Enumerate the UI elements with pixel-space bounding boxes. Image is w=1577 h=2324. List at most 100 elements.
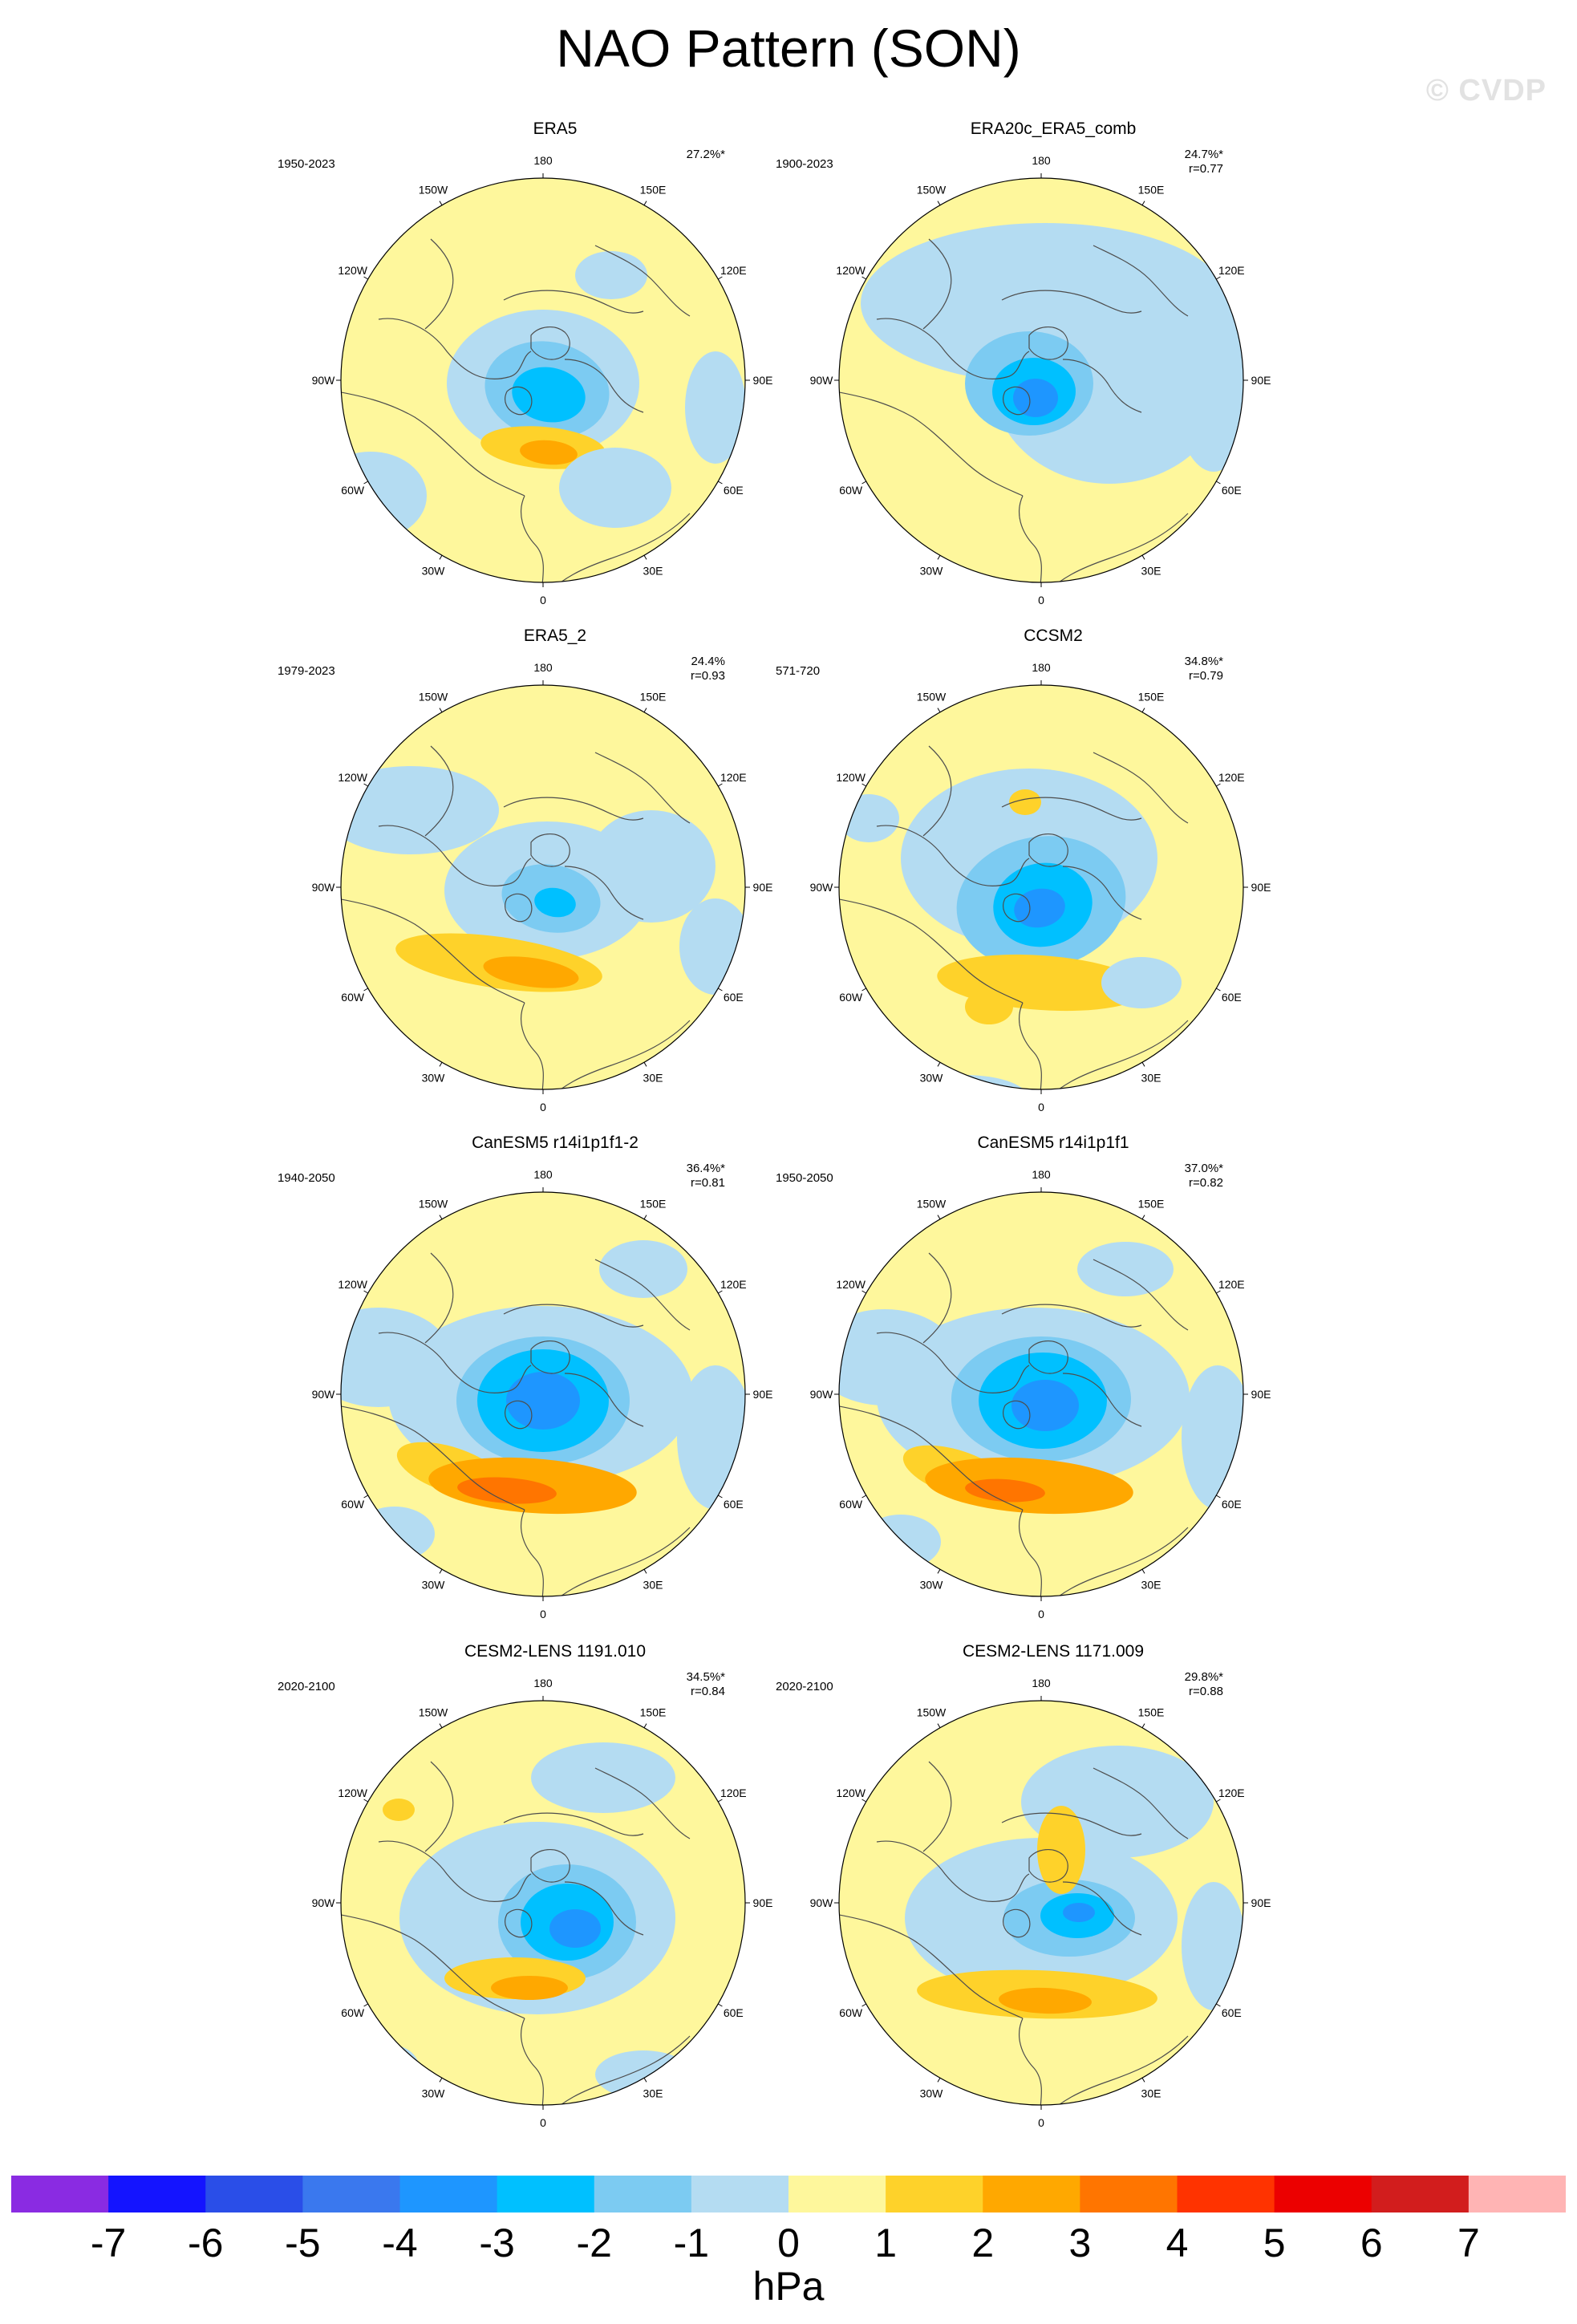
colorbar-swatch	[1371, 2176, 1470, 2212]
anomaly-contour	[839, 794, 899, 842]
coastline	[564, 359, 644, 413]
longitude-label: 60E	[1222, 484, 1242, 497]
longitude-label: 60W	[341, 2006, 365, 2019]
coastline	[1003, 1400, 1031, 1430]
longitude-label: 150E	[640, 1706, 667, 1719]
coastline	[521, 2018, 544, 2105]
colorbar-swatch	[788, 2176, 886, 2212]
coastline	[530, 833, 570, 867]
coastline	[1019, 2018, 1042, 2105]
longitude-label: 60W	[839, 2006, 863, 2019]
anomaly-contour	[1013, 379, 1058, 417]
panel-period: 2020-2100	[776, 1680, 833, 1693]
panel-stats: 29.8%* r=0.88	[1151, 1670, 1223, 1699]
panel-stats: 24.4% r=0.93	[653, 655, 725, 683]
longitude-ticks: 180 150E 120E 90E 60E 30E 0 30W 60W 90W 120W 150W	[312, 154, 773, 606]
coastline	[521, 1509, 544, 1596]
longitude-label: 150E	[1138, 1706, 1165, 1719]
longitude-ticks: 180 150E 120E 90E 60E 30E 0 30W 60W 90W 120W 150W	[810, 661, 1271, 1113]
longitude-label: 30W	[920, 1578, 944, 1591]
coastline	[503, 1812, 644, 1836]
variance-label: 34.8%*	[1184, 655, 1223, 668]
coastline	[505, 1400, 533, 1430]
variance-label: 36.4%*	[686, 1162, 725, 1175]
correlation-label: r=0.84	[691, 1685, 725, 1698]
coastline	[503, 290, 644, 314]
coastline	[424, 1252, 454, 1344]
coastline	[922, 1252, 952, 1344]
longitude-label: 120W	[836, 1278, 866, 1291]
longitude-ticks: 180 150E 120E 90E 60E 30E 0 30W 60W 90W 120W 150W	[810, 1168, 1271, 1620]
longitude-label: 30E	[1141, 1071, 1161, 1084]
map-panel-era5-2: ERA5_2 1979-2023 24.4% r=0.93 180 150E 120…	[266, 626, 844, 1131]
coastline	[564, 1881, 644, 1936]
longitude-label: 90W	[810, 1388, 834, 1401]
colorbar-tick-label: 7	[1457, 2221, 1480, 2265]
coastline	[594, 1259, 691, 1331]
correlation-label: r=0.82	[1189, 1176, 1223, 1190]
colorbar-tick-label: 3	[1068, 2221, 1092, 2265]
anomaly-contour	[685, 351, 745, 464]
panel-title: CESM2-LENS 1191.010	[464, 1642, 647, 1661]
longitude-label: 90E	[753, 1388, 773, 1401]
anomaly-contour	[1011, 1380, 1079, 1431]
longitude-label: 150E	[1138, 184, 1165, 197]
colorbar-tick-label: -3	[479, 2221, 515, 2265]
longitude-label: 180	[533, 1168, 553, 1181]
coastline	[876, 1840, 1030, 1903]
coastline	[1028, 1849, 1068, 1883]
polar-map: 180 150E 120E 90E 60E 30E 0 30W 60W 90W 120W 150W	[312, 154, 773, 606]
longitude-label: 150E	[640, 184, 667, 197]
longitude-ticks: 180 150E 120E 90E 60E 30E 0 30W 60W 90W 120W 150W	[312, 1677, 773, 2129]
coastline	[564, 1373, 644, 1427]
coastline	[1093, 752, 1189, 824]
coastline	[1019, 495, 1042, 582]
polar-map: 180 150E 120E 90E 60E 30E 0 30W 60W 90W 120W 150W	[810, 154, 1271, 606]
longitude-label: 150W	[917, 184, 947, 197]
longitude-label: 30W	[422, 1071, 446, 1084]
longitude-ticks: 180 150E 120E 90E 60E 30E 0 30W 60W 90W 120W 150W	[810, 1677, 1271, 2129]
map-panel-canesm5-r14i1p1f1: CanESM5 r14i1p1f1 1950-2050 37.0%* r=0.8…	[764, 1133, 1342, 1638]
longitude-label: 180	[1032, 1168, 1051, 1181]
coastline	[594, 1767, 691, 1839]
coastline	[1028, 326, 1068, 360]
longitude-label: 60W	[839, 484, 863, 497]
panel-period: 571-720	[776, 664, 821, 678]
longitude-label: 150W	[419, 184, 448, 197]
colorbar-tick-label: 5	[1263, 2221, 1286, 2265]
colorbar-tick-label: 6	[1360, 2221, 1383, 2265]
longitude-label: 150W	[419, 1198, 448, 1211]
anomaly-contour	[457, 1477, 557, 1504]
colorbar-swatch	[594, 2176, 692, 2212]
coastline	[1001, 290, 1142, 314]
colorbar-tick-label: -5	[285, 2221, 321, 2265]
longitude-label: 180	[1032, 1677, 1051, 1689]
watermark: © CVDP	[1425, 74, 1547, 107]
longitude-label: 90W	[312, 1896, 336, 1909]
longitude-label: 60W	[839, 991, 863, 1004]
colorbar-swatch	[691, 2176, 789, 2212]
coastline	[564, 866, 644, 920]
coastline	[1028, 1340, 1068, 1374]
panel-stats: 36.4%* r=0.81	[653, 1162, 725, 1190]
anomaly-contour	[549, 1909, 601, 1948]
coastline	[341, 1405, 525, 1511]
coastline	[521, 1002, 544, 1089]
colorbar-swatch	[302, 2176, 400, 2212]
longitude-label: 0	[540, 1608, 546, 1620]
anomaly-contour	[355, 2044, 419, 2089]
longitude-label: 120E	[1218, 771, 1245, 784]
anomaly-contour	[999, 1987, 1092, 2014]
anomaly-contour	[1037, 1806, 1085, 1894]
colorbar-swatch	[399, 2176, 498, 2212]
coastline	[521, 495, 544, 582]
anomaly-contour	[341, 452, 427, 540]
longitude-label: 180	[1032, 154, 1051, 167]
anomaly-contour	[861, 1515, 941, 1569]
coastline	[922, 238, 952, 330]
panel-title: ERA20c_ERA5_comb	[970, 120, 1137, 138]
longitude-label: 60E	[724, 1498, 744, 1511]
correlation-label: r=0.79	[1189, 669, 1223, 683]
map-panel-cesm2-lens-1191-010: CESM2-LENS 1191.010 2020-2100 34.5%* r=0…	[266, 1641, 844, 2147]
longitude-label: 90W	[312, 374, 336, 387]
